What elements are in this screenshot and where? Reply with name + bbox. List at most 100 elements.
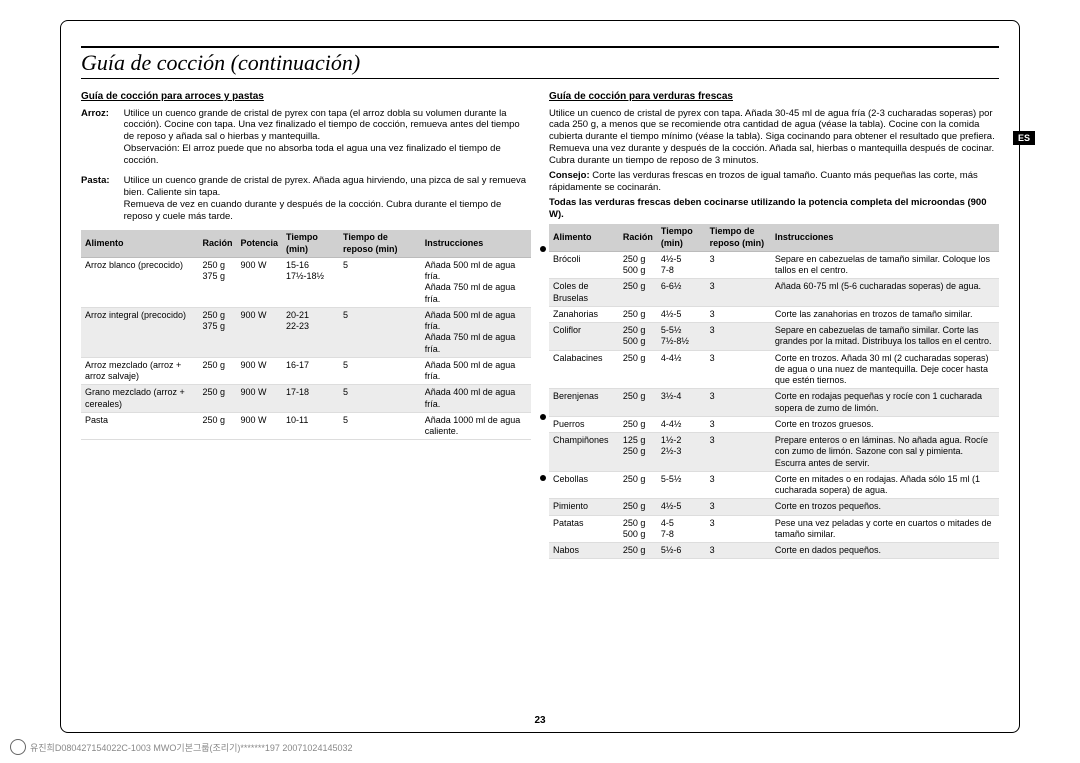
cell: 4-4½ bbox=[657, 350, 706, 389]
columns: Guía de cocción para arroces y pastas Ar… bbox=[81, 87, 999, 559]
cell: Corte en trozos gruesos. bbox=[771, 416, 999, 432]
cell: 250 g 500 g bbox=[619, 515, 657, 543]
left-column: Guía de cocción para arroces y pastas Ar… bbox=[81, 87, 531, 559]
cell: 6-6½ bbox=[657, 279, 706, 307]
arroz-block: Arroz: Utilice un cuenco grande de crist… bbox=[81, 108, 531, 167]
cell: Corte en trozos pequeños. bbox=[771, 499, 999, 515]
table-row: Champiñones125 g 250 g1½-2 2½-33Prepare … bbox=[549, 433, 999, 472]
cell: 3½-4 bbox=[657, 389, 706, 417]
table-row: Coles de Bruselas250 g6-6½3Añada 60-75 m… bbox=[549, 279, 999, 307]
cell: Coliflor bbox=[549, 323, 619, 351]
col-header: Alimento bbox=[81, 230, 199, 257]
cell: 5-5½ 7½-8½ bbox=[657, 323, 706, 351]
cell: 250 g bbox=[619, 389, 657, 417]
cell: 900 W bbox=[237, 385, 283, 413]
cell: 900 W bbox=[237, 257, 283, 307]
cell: 17-18 bbox=[282, 385, 339, 413]
cell: 250 g bbox=[619, 350, 657, 389]
table-row: Pimiento250 g4½-53Corte en trozos pequeñ… bbox=[549, 499, 999, 515]
cell: Prepare enteros o en láminas. No añada a… bbox=[771, 433, 999, 472]
cell: Nabos bbox=[549, 543, 619, 559]
cell: Corte en dados pequeños. bbox=[771, 543, 999, 559]
cell: 10-11 bbox=[282, 412, 339, 440]
cell: Zanahorias bbox=[549, 306, 619, 322]
cell: Cebollas bbox=[549, 471, 619, 499]
cell: 4½-5 bbox=[657, 499, 706, 515]
cell: Pimiento bbox=[549, 499, 619, 515]
page-frame: ES Guía de cocción (continuación) Guía d… bbox=[60, 20, 1020, 733]
pasta-label: Pasta: bbox=[81, 175, 121, 187]
cell: 250 g bbox=[619, 279, 657, 307]
veg-intro: Utilice un cuenco de cristal de pyrex co… bbox=[549, 108, 999, 167]
cell: 5 bbox=[339, 385, 421, 413]
veg-note: Todas las verduras frescas deben cocinar… bbox=[549, 197, 999, 221]
table-row: Pasta250 g900 W10-115Añada 1000 ml de ag… bbox=[81, 412, 531, 440]
cell: Berenjenas bbox=[549, 389, 619, 417]
cell: Pese una vez peladas y corte en cuartos … bbox=[771, 515, 999, 543]
left-subhead: Guía de cocción para arroces y pastas bbox=[81, 91, 531, 104]
table-row: Puerros250 g4-4½3Corte en trozos gruesos… bbox=[549, 416, 999, 432]
col-header: Tiempo (min) bbox=[657, 224, 706, 251]
cell: Coles de Bruselas bbox=[549, 279, 619, 307]
table-row: Brócoli250 g 500 g4½-5 7-83Separe en cab… bbox=[549, 251, 999, 279]
cell: Añada 60-75 ml (5-6 cucharadas soperas) … bbox=[771, 279, 999, 307]
arroz-text: Utilice un cuenco grande de cristal de p… bbox=[124, 108, 530, 167]
cell: 5 bbox=[339, 412, 421, 440]
cell: 250 g bbox=[199, 385, 237, 413]
cell: 250 g bbox=[619, 499, 657, 515]
table-row: Berenjenas250 g3½-43Corte en rodajas peq… bbox=[549, 389, 999, 417]
cell: 250 g bbox=[619, 543, 657, 559]
col-header: Tiempo (min) bbox=[282, 230, 339, 257]
cell: 20-21 22-23 bbox=[282, 307, 339, 357]
cell: 3 bbox=[706, 323, 771, 351]
cell: 3 bbox=[706, 416, 771, 432]
cell: Puerros bbox=[549, 416, 619, 432]
cell: 125 g 250 g bbox=[619, 433, 657, 472]
cell: Arroz mezclado (arroz + arroz salvaje) bbox=[81, 357, 199, 385]
flower-icon bbox=[10, 739, 26, 755]
cell: 3 bbox=[706, 306, 771, 322]
cell: 16-17 bbox=[282, 357, 339, 385]
rice-pasta-table: AlimentoRaciónPotenciaTiempo (min)Tiempo… bbox=[81, 230, 531, 440]
cell: 4½-5 7-8 bbox=[657, 251, 706, 279]
cell: 250 g 500 g bbox=[619, 251, 657, 279]
cell: 4-4½ bbox=[657, 416, 706, 432]
table-row: Zanahorias250 g4½-53Corte las zanahorias… bbox=[549, 306, 999, 322]
cell: Champiñones bbox=[549, 433, 619, 472]
cell: 5 bbox=[339, 307, 421, 357]
cell: 250 g bbox=[619, 416, 657, 432]
cell: Patatas bbox=[549, 515, 619, 543]
cell: 3 bbox=[706, 499, 771, 515]
cell: 5 bbox=[339, 357, 421, 385]
cell: 250 g bbox=[199, 357, 237, 385]
cell: 250 g bbox=[619, 471, 657, 499]
col-header: Ración bbox=[199, 230, 237, 257]
col-header: Tiempo de reposo (min) bbox=[339, 230, 421, 257]
cell: 3 bbox=[706, 471, 771, 499]
col-header: Tiempo de reposo (min) bbox=[706, 224, 771, 251]
page-number: 23 bbox=[61, 715, 1019, 726]
cell: 4-5 7-8 bbox=[657, 515, 706, 543]
cell: 900 W bbox=[237, 357, 283, 385]
veg-table: AlimentoRaciónTiempo (min)Tiempo de repo… bbox=[549, 224, 999, 559]
pasta-text: Utilice un cuenco grande de cristal de p… bbox=[124, 175, 530, 223]
cell: Corte en rodajas pequeñas y rocíe con 1 … bbox=[771, 389, 999, 417]
cell: Añada 500 ml de agua fría. Añada 750 ml … bbox=[421, 307, 531, 357]
cell: Corte en mitades o en rodajas. Añada sól… bbox=[771, 471, 999, 499]
cell: Corte en trozos. Añada 30 ml (2 cucharad… bbox=[771, 350, 999, 389]
cell: 5½-6 bbox=[657, 543, 706, 559]
cell: Brócoli bbox=[549, 251, 619, 279]
cell: Separe en cabezuelas de tamaño similar. … bbox=[771, 323, 999, 351]
cell: 3 bbox=[706, 389, 771, 417]
table-row: Arroz integral (precocido)250 g 375 g900… bbox=[81, 307, 531, 357]
cell: Separe en cabezuelas de tamaño similar. … bbox=[771, 251, 999, 279]
cell: Añada 400 ml de agua fría. bbox=[421, 385, 531, 413]
cell: 250 g 500 g bbox=[619, 323, 657, 351]
cell: Corte las zanahorias en trozos de tamaño… bbox=[771, 306, 999, 322]
table-row: Cebollas250 g5-5½3Corte en mitades o en … bbox=[549, 471, 999, 499]
footer-text: 유진희D080427154022C-1003 MWO기본그룹(조리기)*****… bbox=[30, 741, 352, 754]
cell: 900 W bbox=[237, 412, 283, 440]
cell: 3 bbox=[706, 433, 771, 472]
cell: 3 bbox=[706, 515, 771, 543]
table-row: Arroz blanco (precocido)250 g 375 g900 W… bbox=[81, 257, 531, 307]
